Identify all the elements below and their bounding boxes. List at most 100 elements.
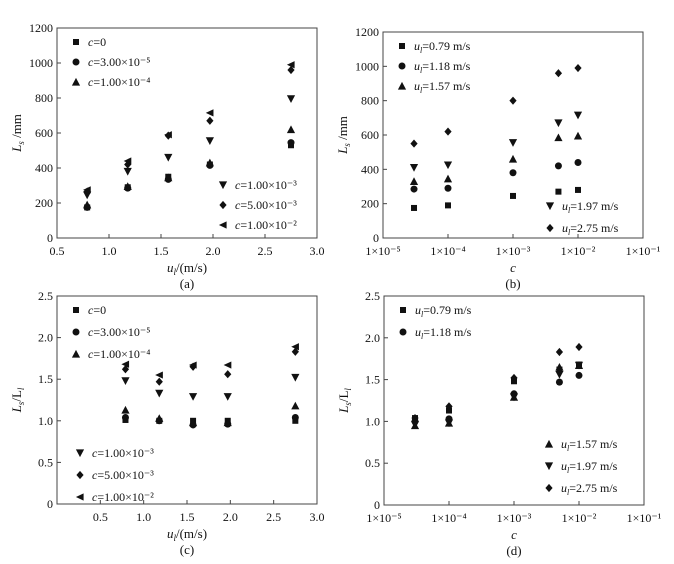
x-tick-label: 1.0 <box>136 510 151 524</box>
data-point <box>287 65 295 75</box>
legend-marker <box>544 439 554 448</box>
legend-label: ul=0.79 m/s <box>415 303 472 319</box>
data-point <box>224 370 232 379</box>
legend-label: c=1.00×10⁻³ <box>92 446 154 460</box>
y-tick-label: 0.5 <box>38 455 53 469</box>
y-tick-label: 1000 <box>29 56 53 70</box>
data-point <box>291 347 299 356</box>
legend-marker <box>219 200 227 210</box>
data-point <box>510 373 518 383</box>
legend-label: c=3.00×10⁻⁵ <box>88 325 150 339</box>
data-point <box>188 393 198 401</box>
y-axis-label: Ls/Ll <box>336 388 353 414</box>
panel-b: 0 200 400 600 800 1000 1200 1×10⁻⁵ 1×10⁻⁴ 1×10⁻³ 1… <box>335 25 661 291</box>
legend-marker <box>400 307 406 313</box>
legend-label: ul=1.97 m/s <box>561 459 618 475</box>
legend-marker <box>71 77 81 86</box>
panel-d: 0 0.5 1.0 1.5 2.0 2.5 1×10⁻⁵ 1×10⁻⁴ 1×10⁻³ 1×10⁻²… <box>336 289 662 558</box>
legend-marker <box>545 202 555 211</box>
x-tick-label: 1×10⁻⁵ <box>366 511 401 525</box>
x-tick-label: 3.0 <box>310 510 325 524</box>
y-tick-label: 0 <box>374 498 380 512</box>
data-point <box>509 393 519 402</box>
legend-marker <box>73 307 79 313</box>
legend-marker <box>399 328 407 336</box>
y-tick-label: 200 <box>35 196 53 210</box>
y-tick-label: 1.0 <box>38 414 53 428</box>
data-point <box>291 343 299 351</box>
panel-label: (d) <box>506 543 521 558</box>
y-tick-label: 0 <box>373 231 379 245</box>
x-axis-label: c <box>510 260 516 275</box>
x-tick-label: 1.0 <box>102 244 117 258</box>
data-point <box>555 378 563 386</box>
legend-label: c=1.00×10⁻⁴ <box>88 75 150 89</box>
legend-label: ul=2.75 m/s <box>561 481 618 497</box>
y-tick-label: 0 <box>47 497 53 511</box>
data-point <box>223 393 232 401</box>
data-point <box>554 119 563 128</box>
y-tick-label: 1.0 <box>365 414 380 428</box>
legend-label: c=1.00×10⁻² <box>235 218 297 232</box>
data-point <box>123 167 132 176</box>
data-point <box>444 127 452 136</box>
y-tick-label: 1.5 <box>38 372 53 386</box>
data-point <box>223 361 232 369</box>
y-tick-label: 2.5 <box>365 289 380 303</box>
y-axis-label: Ls/Ll <box>9 387 26 413</box>
data-point <box>123 157 132 165</box>
y-tick-label: 1000 <box>355 59 379 73</box>
data-point <box>121 360 130 368</box>
data-point <box>121 365 130 374</box>
data-point <box>554 162 562 170</box>
legend-label: c=5.00×10⁻³ <box>92 468 154 482</box>
data-point <box>574 361 584 370</box>
data-point <box>188 361 197 369</box>
x-tick-label: 1×10⁻⁴ <box>430 244 465 258</box>
y-tick-label: 0 <box>47 231 53 245</box>
legend-label: ul=1.57 m/s <box>561 437 618 453</box>
x-tick-label: 2.5 <box>258 244 273 258</box>
x-tick-label: 3.0 <box>310 244 325 258</box>
data-point <box>444 419 454 428</box>
legend-marker <box>73 39 79 45</box>
data-point <box>291 401 300 410</box>
y-tick-label: 1200 <box>355 25 379 39</box>
y-tick-label: 800 <box>361 94 379 108</box>
x-tick-label: 1×10⁻¹ <box>627 511 662 525</box>
data-point <box>410 185 418 193</box>
legend-marker <box>75 449 85 458</box>
legend-marker <box>397 81 407 90</box>
legend-marker <box>399 43 405 49</box>
data-point <box>555 370 564 379</box>
data-point <box>291 413 299 421</box>
y-axis-label: Ls /mm <box>335 116 352 155</box>
x-tick-label: 1×10⁻³ <box>496 244 531 258</box>
panel-label: (b) <box>505 276 520 291</box>
data-point <box>411 413 419 423</box>
legend-label: c=0 <box>88 35 106 49</box>
data-point <box>554 133 563 142</box>
data-point <box>443 161 453 170</box>
data-point <box>445 202 451 209</box>
data-point <box>155 414 164 422</box>
data-point <box>188 418 198 427</box>
legend-marker <box>218 181 228 190</box>
data-point <box>286 95 296 103</box>
y-axis-label: Ls /mm <box>9 114 26 153</box>
data-point <box>291 373 300 382</box>
legend-label: ul=2.75 m/s <box>562 221 619 237</box>
legend-marker <box>398 62 406 70</box>
panel-label: (a) <box>180 276 194 291</box>
data-point <box>164 153 173 162</box>
data-point <box>121 413 129 421</box>
x-tick-label: 0.5 <box>93 510 108 524</box>
data-point <box>509 169 517 177</box>
x-tick-label: 1×10⁻¹ <box>626 244 661 258</box>
legend-label: ul=1.57 m/s <box>414 79 471 95</box>
data-point <box>206 116 214 125</box>
x-tick-label: 1×10⁻⁵ <box>365 244 400 258</box>
data-point <box>83 200 92 209</box>
x-axis-label: ul/(m/s) <box>167 260 207 277</box>
data-point <box>555 188 562 195</box>
